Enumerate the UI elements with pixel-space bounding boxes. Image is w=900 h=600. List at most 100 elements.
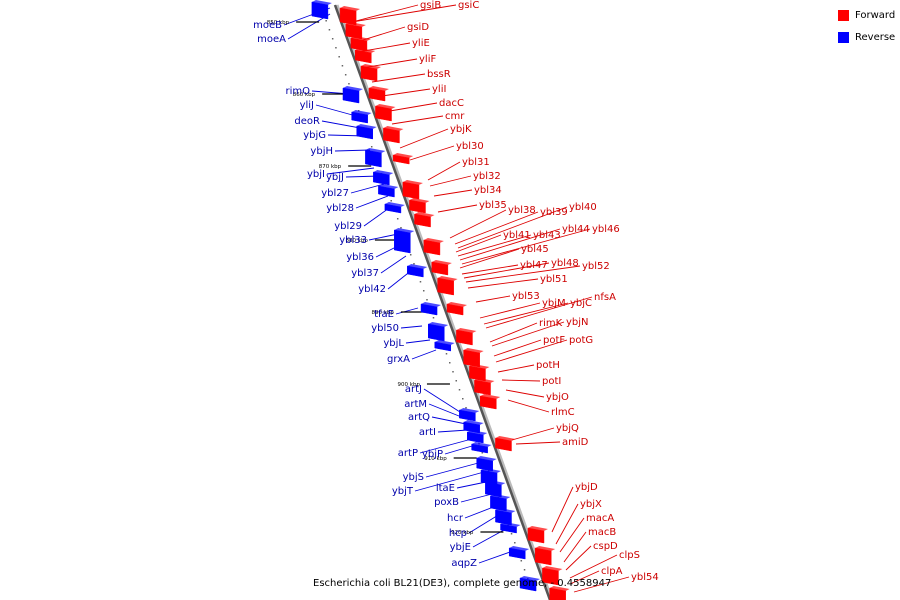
leader-aqpZ — [478, 551, 511, 564]
tick-label: 850 kbp — [267, 20, 290, 26]
gene-label-deoR: deoR — [294, 116, 320, 127]
gene-label-ybl52: ybl52 — [582, 261, 610, 272]
gene-label-grxA: grxA — [387, 354, 410, 365]
gene-label-poxB: poxB — [434, 497, 459, 508]
gene-label-gsiC: gsiC — [458, 0, 479, 11]
gene-label-ybl37: ybl37 — [351, 268, 379, 279]
gene-label-artQ: artQ — [408, 412, 430, 423]
forward-feature-top — [495, 436, 516, 441]
leader-ybjC — [483, 302, 569, 325]
reverse-feature-top — [520, 576, 541, 581]
backbone-dot — [452, 371, 454, 373]
gene-label-artP: artP — [398, 448, 418, 459]
leader-grxA — [411, 349, 437, 360]
gene-features — [311, 0, 570, 600]
leader-hcp — [468, 513, 501, 534]
gene-label-ybjJ: ybjJ — [326, 172, 344, 183]
leader-rlmC — [507, 399, 550, 413]
leader-ybjL — [405, 339, 431, 344]
legend-forward-label: Forward — [855, 9, 896, 21]
gene-label-hcp: hcp — [449, 528, 467, 539]
gene-label-amiD: amiD — [562, 437, 589, 448]
reverse-feature — [434, 341, 452, 352]
leader-ybl52 — [465, 265, 581, 283]
reverse-feature-top — [459, 408, 480, 413]
gene-label-ybl42: ybl42 — [358, 284, 386, 295]
backbone-dot — [462, 398, 464, 400]
gene-label-ybjK: ybjK — [450, 124, 472, 135]
forward-feature-top — [375, 104, 396, 109]
tick-label: 880 kbp — [345, 238, 368, 244]
gene-label-rimK: rimK — [539, 318, 563, 329]
reverse-swatch — [838, 31, 849, 43]
gene-label-artM: artM — [404, 399, 427, 410]
gene-label-yliI: yliI — [432, 84, 446, 95]
reverse-feature-top — [463, 420, 484, 425]
leader-ybjS — [425, 461, 483, 478]
leader-ybjI — [326, 167, 375, 175]
gene-label-cspD: cspD — [593, 541, 618, 552]
gene-label-moeB: moeB — [253, 20, 282, 31]
scale-ticks: 850 kbp 860 kbp 870 kbp 880 kbp 890 kbp 900 k… — [267, 20, 504, 536]
leader-potF — [493, 339, 542, 357]
reverse-feature — [378, 185, 395, 198]
leader-potI — [501, 379, 541, 382]
backbone-dot — [396, 218, 399, 220]
forward-feature-top — [469, 364, 490, 369]
leader-ybl54 — [573, 576, 630, 593]
leader-ybl44 — [459, 228, 561, 261]
gene-label-tfaE: tfaE — [374, 309, 394, 320]
backbone-line — [333, 4, 552, 600]
leader-artQ — [431, 416, 467, 425]
gene-label-ybjH: ybjH — [310, 146, 333, 157]
reverse-feature-top — [394, 228, 415, 233]
gene-label-hcr: hcr — [447, 513, 464, 524]
leader-amiD — [515, 441, 561, 445]
gene-label-ybjT: ybjT — [392, 486, 414, 497]
reverse-feature-top — [342, 86, 363, 91]
gene-label-ybjX: ybjX — [580, 499, 602, 510]
reverse-feature-top — [481, 468, 502, 473]
reverse-feature-top — [421, 302, 442, 307]
gene-label-ybl39: ybl39 — [540, 207, 568, 218]
forward-feature-top — [437, 276, 458, 281]
leader-ybl34 — [433, 189, 473, 197]
backbone-dot — [328, 29, 331, 31]
gene-label-ybl48: ybl48 — [551, 258, 579, 269]
forward-feature-top — [383, 126, 404, 131]
gene-label-ybjD: ybjD — [575, 482, 598, 493]
leader-macB — [563, 531, 587, 563]
reverse-feature-top — [434, 340, 455, 345]
gene-label-ybl40: ybl40 — [569, 202, 597, 213]
gene-label-potF: potF — [543, 335, 565, 346]
backbone-dot — [449, 362, 451, 364]
forward-feature — [474, 379, 491, 396]
leader-bssR — [371, 73, 426, 83]
backbone-dot — [341, 65, 344, 67]
gene-label-bssR: bssR — [427, 69, 451, 80]
leader-ybl41 — [455, 234, 502, 253]
leader-ybl38 — [449, 209, 507, 239]
gene-label-nfsA: nfsA — [594, 292, 616, 303]
leader-clpA — [569, 570, 600, 585]
backbone-dot — [348, 83, 350, 85]
forward-feature — [383, 127, 400, 144]
forward-feature-top — [414, 212, 435, 217]
reverse-feature-top — [351, 110, 372, 115]
tick-label: 860 kbp — [293, 92, 316, 98]
leader-ybjT — [414, 471, 485, 492]
leader-ybl28 — [355, 195, 389, 209]
leader-ybl47 — [461, 264, 519, 275]
forward-feature-top — [345, 22, 366, 27]
gene-label-rimO: rimO — [285, 86, 310, 97]
forward-feature-top — [350, 36, 371, 41]
backbone-dot — [335, 47, 337, 49]
leader-ybjK — [399, 128, 449, 149]
backbone-dot — [432, 317, 435, 319]
gene-label-cmr: cmr — [445, 111, 465, 122]
forward-feature-top — [463, 348, 484, 353]
gene-label-ybl30: ybl30 — [456, 141, 484, 152]
gene-label-gsiB: gsiB — [420, 0, 441, 11]
gene-label-yliJ: yliJ — [300, 100, 314, 111]
gene-label-artJ: artJ — [405, 384, 422, 395]
